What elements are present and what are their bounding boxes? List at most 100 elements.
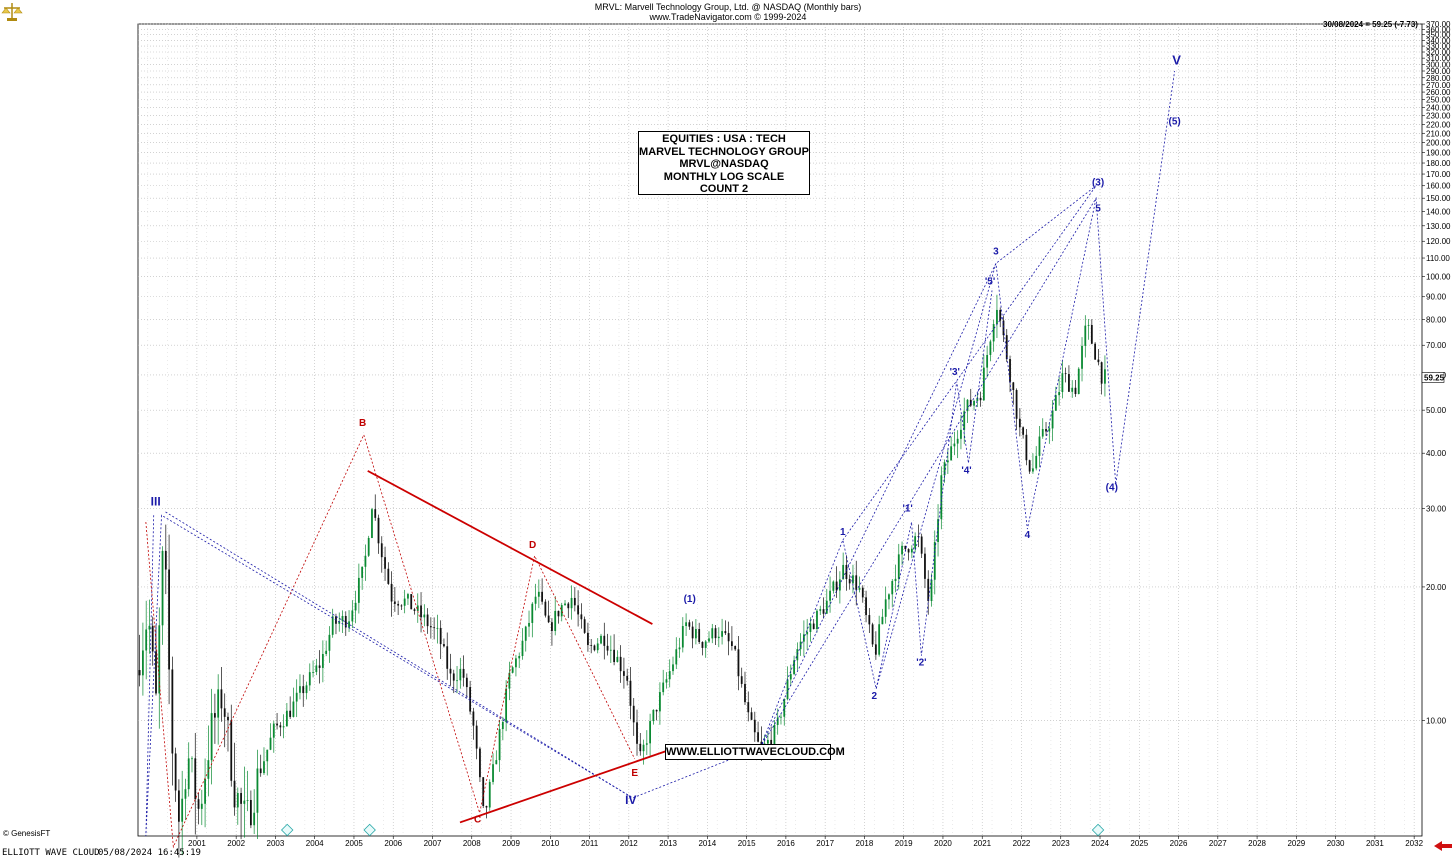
price-bar [197,792,200,825]
price-bar [587,622,589,652]
bar-body [727,633,730,642]
bar-body [187,758,190,790]
bar-body [1100,362,1103,384]
bar-body [773,724,776,746]
bar-body [456,680,458,682]
bar-body [249,800,252,826]
bar-body [236,793,239,808]
bar-body [164,550,167,570]
bar-body [672,664,674,672]
bar-body [740,676,743,684]
price-bar [472,707,475,740]
info-line: MONTHLY LOG SCALE [663,170,785,183]
bar-body [698,629,701,643]
bar-body [1025,434,1028,461]
price-bar [593,644,596,652]
bar-body [858,587,861,590]
bar-body [816,610,818,630]
bar-body [937,519,939,543]
price-bar [1100,361,1103,395]
last-price-tag [1421,372,1445,383]
bar-body [780,716,782,718]
price-bar [917,524,920,548]
price-bar [145,600,148,680]
price-label: 100.00 [1426,272,1451,281]
price-bar [1077,367,1080,395]
website-link[interactable]: WWW.ELLIOTTWAVECLOUD.COM [665,744,845,760]
bar-body [495,760,498,765]
bar-body [138,670,141,676]
price-label: 170.00 [1426,170,1451,179]
year-label: 2020 [934,839,952,848]
price-bar [629,666,632,720]
year-label: 2001 [188,839,206,848]
chart-title: MRVL: Marvell Technology Group, Ltd. @ N… [594,2,862,12]
price-bar [328,626,331,663]
price-bar [482,777,485,809]
price-bar [979,391,982,407]
bar-body [996,309,998,325]
price-bar [397,600,400,615]
bar-body [917,536,920,538]
price-bar [1064,367,1067,383]
bar-body [645,743,648,745]
bar-body [449,668,452,674]
price-bar [937,504,939,557]
bar-body [200,803,203,809]
price-bar [793,655,795,676]
price-bar [276,712,278,730]
bar-body [397,603,400,606]
price-bar [505,680,508,732]
wave-III-IV-line [165,511,633,799]
price-label: 190.00 [1426,149,1451,158]
bar-body [632,705,635,723]
minor-wave-path [875,290,993,689]
price-bar [884,586,887,624]
last-price-text: 59.25 [1424,373,1445,382]
cycle-marker-icon [363,823,376,837]
bar-body [626,675,629,681]
price-bar [164,524,167,595]
year-label: 2016 [777,839,795,848]
bar-body [341,615,344,622]
price-bar [747,691,750,722]
year-label: 2032 [1405,839,1423,848]
bar-body [537,591,540,597]
price-bar [655,709,658,721]
price-bar [217,674,220,745]
price-bar [236,787,239,825]
price-bar [956,430,959,459]
bar-body [210,713,213,761]
bar-body [515,658,517,668]
bar-body [220,689,223,709]
price-bar [888,593,890,610]
bar-body [161,550,164,626]
price-bar [691,621,694,649]
bar-body [439,627,442,645]
bar-body [328,634,331,651]
bar-body [312,672,314,673]
price-bar [240,787,242,840]
bar-body [570,597,573,609]
bar-body [452,673,455,681]
bar-body [557,610,560,617]
price-bar [194,732,197,835]
bar-body [580,614,583,620]
bar-body [488,781,491,808]
price-axis: 10.0020.0030.0040.0050.0060.0070.0080.00… [1421,20,1451,726]
price-bar [789,664,792,687]
price-label: 10.00 [1426,717,1447,726]
price-bar [812,619,815,630]
price-bar [282,714,285,739]
bar-body [609,649,612,651]
price-bar [312,660,314,678]
price-bar [413,607,416,615]
scales-pans [1,7,23,14]
bar-body [158,625,161,694]
price-bar [407,592,409,606]
scroll-left-arrow-icon [1434,841,1452,851]
price-bar [626,668,629,686]
bar-body [1074,387,1077,395]
price-bar [711,623,714,644]
